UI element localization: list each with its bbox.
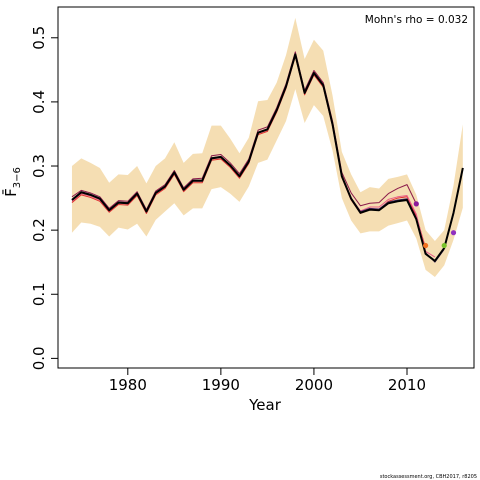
x-axis: 1980 1990 2000 2010 (109, 368, 426, 394)
points-layer (413, 201, 457, 249)
peel-end-point-1 (413, 201, 419, 207)
y-tick-label: 0.1 (30, 282, 48, 306)
y-tick-label: 0.3 (30, 154, 48, 178)
series-layer (71, 51, 464, 263)
y-tick-label: 0.4 (30, 90, 48, 114)
peel-end-point-3 (441, 242, 447, 249)
svg-text:F̄3−6: F̄3−6 (1, 167, 23, 197)
x-axis-title: Year (248, 396, 282, 414)
peel-end-point-2 (423, 242, 429, 249)
mohns-rho-annotation: Mohn's rho = 0.032 (365, 14, 468, 26)
x-tick-label: 1990 (202, 376, 240, 394)
confidence-band (71, 17, 463, 277)
series-line-current (71, 53, 464, 262)
y-axis-title-main: F̄ (1, 188, 20, 197)
source-credit: stockassessment.org, CBH2017, r8205 (380, 474, 477, 480)
y-axis-title: F̄3−6 (1, 167, 23, 197)
y-tick-label: 0.5 (30, 26, 48, 50)
peel-end-point-4 (450, 230, 457, 236)
plot-frame (57, 6, 475, 369)
confidence-band-layer (71, 17, 463, 277)
y-tick-label: 0.0 (30, 346, 48, 370)
x-tick-label: 2010 (388, 376, 426, 394)
y-tick-label: 0.2 (30, 218, 48, 242)
y-axis-title-subscript: 3−6 (12, 167, 23, 188)
x-tick-label: 2000 (295, 376, 333, 394)
y-axis: 0.0 0.1 0.2 0.3 0.4 0.5 (30, 26, 58, 370)
x-tick-label: 1980 (109, 376, 147, 394)
series-line-peel-1 (71, 51, 417, 211)
